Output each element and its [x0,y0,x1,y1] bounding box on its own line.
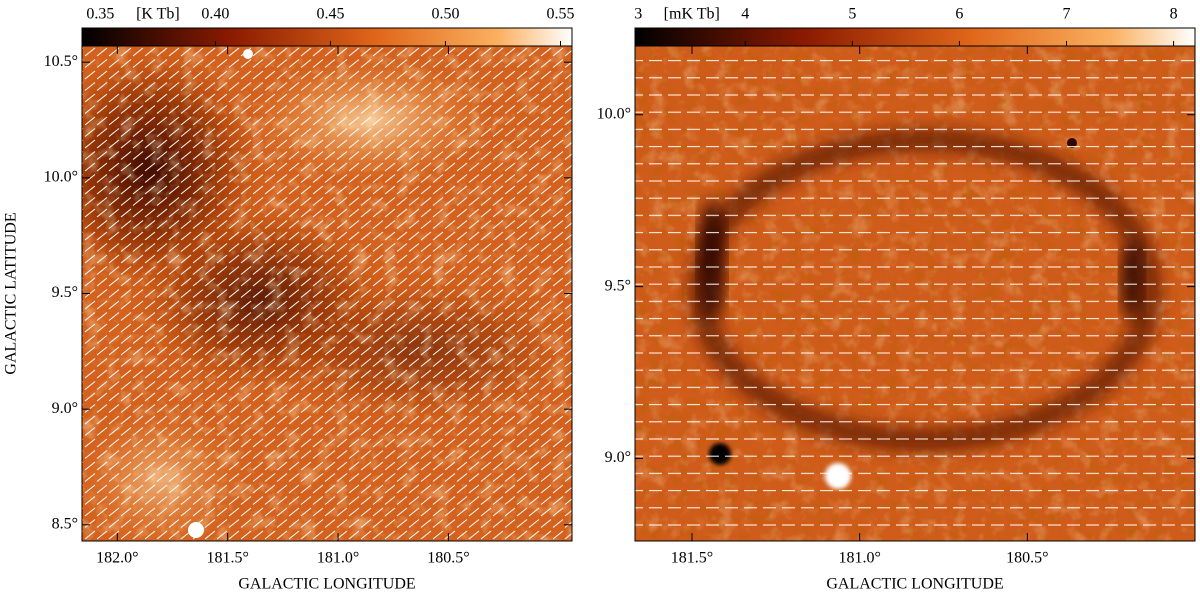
x-tick-label: 182.0° [96,550,138,567]
polarization-vectors [82,46,572,541]
x-tick-label: 181.5° [206,550,248,567]
x-tick-label: 180.5° [427,550,469,567]
y-tick-label: 10.5° [44,53,78,70]
y-tick-label: 9.5° [605,277,631,294]
colorbar-tick-label: 0.45 [316,6,344,23]
colorbar [634,27,1196,47]
colorbar-unit: [K Tb] [136,6,180,23]
y-tick-label: 9.5° [52,284,78,301]
x-tick-label: 181.5° [671,550,713,567]
colorbar-unit: [mK Tb] [664,6,720,23]
y-axis-label: GALACTIC LATITUDE [3,212,20,374]
x-axis-label: GALACTIC LONGITUDE [238,576,415,593]
colorbar-tick-label: 3 [634,6,642,23]
map-left [82,46,572,541]
colorbar-tick-label: 0.35 [86,6,114,23]
map-right [635,46,1195,541]
x-tick-label: 180.5° [1006,550,1048,567]
y-tick-label: 8.5° [52,515,78,532]
colorbar-tick-label: 7 [1063,6,1071,23]
colorbar-tick-label: 4 [741,6,749,23]
x-axis-label: GALACTIC LONGITUDE [826,576,1003,593]
colorbar-tick-label: 8 [1170,6,1178,23]
colorbar-tick-label: 6 [955,6,963,23]
colorbar [81,27,573,47]
x-tick-label: 181.0° [838,550,880,567]
colorbar-tick-label: 5 [848,6,856,23]
colorbar-tick-label: 0.50 [431,6,459,23]
y-tick-label: 10.0° [597,105,631,122]
colorbar-tick-label: 0.40 [201,6,229,23]
y-tick-label: 9.0° [52,400,78,417]
polarization-vectors [635,46,1195,541]
colorbar-tick-label: 0.55 [546,6,574,23]
y-tick-label: 10.0° [44,169,78,186]
y-tick-label: 9.0° [605,449,631,466]
x-tick-label: 181.0° [317,550,359,567]
